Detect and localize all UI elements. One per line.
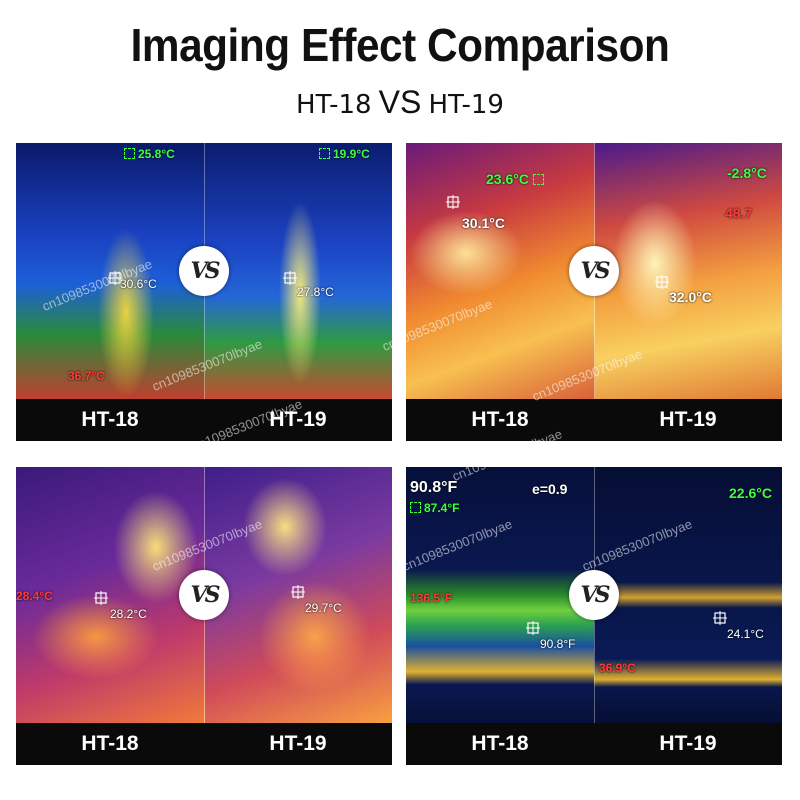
label-bar: HT-18 HT-19 <box>16 723 392 765</box>
thermal-image-ht19: 29.7°C <box>204 467 392 723</box>
frame-icon <box>532 174 544 185</box>
top-reading: 25.8°C <box>124 147 175 161</box>
frame-icon <box>124 148 135 159</box>
hot-reading: 136.5°F <box>410 591 453 605</box>
frame-icon <box>410 502 421 513</box>
thermal-image-ht18: 23.6°C 30.1°C <box>406 143 594 399</box>
thermal-image-ht19: 19.9°C 27.8°C <box>204 143 392 399</box>
thermal-image-ht19: -2.8°C 48.7 32.0°C <box>594 143 782 399</box>
comparison-panel-tower: 25.8°C 30.6°C 36.7°C 19.9°C 27.8°C VS HT… <box>16 143 392 441</box>
page-subtitle: HT-18 VS HT-19 <box>0 84 800 121</box>
label-bar: HT-18 HT-19 <box>406 399 782 441</box>
vs-badge: VS <box>569 570 619 620</box>
crosshair-icon <box>526 621 540 635</box>
label-bar: HT-18 HT-19 <box>16 399 392 441</box>
frame-icon <box>319 148 330 159</box>
point-reading: 29.7°C <box>305 601 342 615</box>
model-label-ht19: HT-19 <box>269 408 327 431</box>
crosshair-icon <box>655 275 669 289</box>
page-title: Imaging Effect Comparison <box>130 19 670 71</box>
model-a-name: HT-18 <box>296 90 372 120</box>
point-reading: 90.8°F <box>540 637 576 651</box>
crosshair-icon <box>283 271 297 285</box>
crosshair-icon <box>446 195 460 209</box>
top-reading: 19.9°C <box>319 147 370 161</box>
model-label-ht18: HT-18 <box>81 732 139 755</box>
comparison-panel-people: 28.4°C 28.2°C 29.7°C VS HT-18 HT-19 <box>16 467 392 765</box>
low-reading: 36.9°C <box>599 661 636 675</box>
thermal-image-ht18: 25.8°C 30.6°C 36.7°C <box>16 143 204 399</box>
top-reading: 23.6°C <box>486 171 547 187</box>
crosshair-icon <box>108 271 122 285</box>
point-reading: 27.8°C <box>297 285 334 299</box>
model-label-ht19: HT-19 <box>269 732 327 755</box>
crosshair-icon <box>713 611 727 625</box>
model-label-ht18: HT-18 <box>81 408 139 431</box>
thermal-image-ht18: 90.8°F 87.4°F e=0.9 136.5°F 90.8°F <box>406 467 594 723</box>
point-reading: 24.1°C <box>727 627 764 641</box>
model-label-ht19: HT-19 <box>659 408 717 431</box>
thermal-image-ht18: 28.4°C 28.2°C <box>16 467 204 723</box>
vs-badge: VS <box>179 570 229 620</box>
crosshair-icon <box>291 585 305 599</box>
model-label-ht18: HT-18 <box>471 732 529 755</box>
high-reading: 48.7 <box>725 205 753 221</box>
vs-badge: VS <box>569 246 619 296</box>
top-reading: -2.8°C <box>727 165 767 181</box>
model-label-ht19: HT-19 <box>659 732 717 755</box>
vs-text: VS <box>378 84 422 120</box>
emissivity-reading: e=0.9 <box>532 481 568 497</box>
point-reading: 30.6°C <box>120 277 157 291</box>
top-reading: 22.6°C <box>729 485 772 501</box>
crosshair-icon <box>94 591 108 605</box>
comparison-panel-rails: 90.8°F 87.4°F e=0.9 136.5°F 90.8°F 22.6°… <box>406 467 782 765</box>
max-reading: 90.8°F <box>410 479 458 496</box>
min-reading: 87.4°F <box>410 501 459 515</box>
thermal-image-ht19: 22.6°C 24.1°C 36.9°C <box>594 467 782 723</box>
vs-badge: VS <box>179 246 229 296</box>
point-reading: 30.1°C <box>462 215 505 231</box>
comparison-panel-pipes: 23.6°C 30.1°C -2.8°C 48.7 32.0°C VS HT-1… <box>406 143 782 441</box>
point-reading: 32.0°C <box>669 289 712 305</box>
model-label-ht18: HT-18 <box>471 408 529 431</box>
low-reading: 36.7°C <box>68 369 105 383</box>
side-reading: 28.4°C <box>16 589 53 603</box>
label-bar: HT-18 HT-19 <box>406 723 782 765</box>
model-b-name: HT-19 <box>428 90 504 120</box>
point-reading: 28.2°C <box>110 607 147 621</box>
